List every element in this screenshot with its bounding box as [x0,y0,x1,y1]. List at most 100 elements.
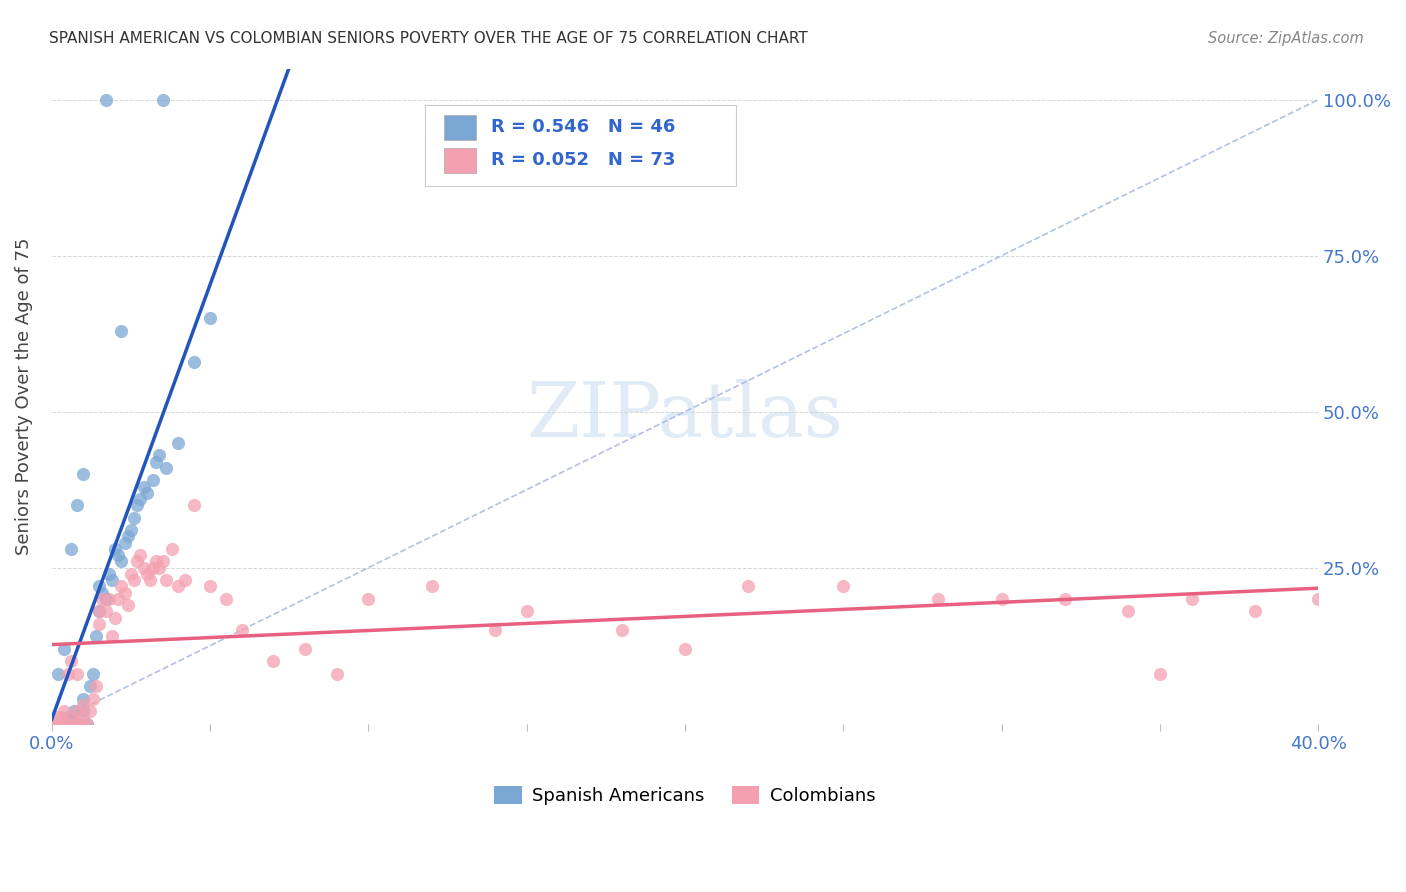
Point [46,716,69,731]
Point [89,616,111,631]
Point [1308,591,1330,606]
Legend: Spanish Americans, Colombians: Spanish Americans, Colombians [488,779,883,813]
Point [152,93,174,107]
Point [56,716,79,731]
Point [148,560,170,574]
Point [107,548,129,562]
Point [69,716,91,731]
Point [262,654,284,668]
Point [97,591,120,606]
Text: SPANISH AMERICAN VS COLOMBIAN SENIORS POVERTY OVER THE AGE OF 75 CORRELATION CHA: SPANISH AMERICAN VS COLOMBIAN SENIORS PO… [49,31,808,46]
Point [44,716,66,731]
Point [76,716,98,731]
Point [63,704,86,718]
Point [46,710,69,724]
Point [148,448,170,462]
Point [198,579,221,593]
Point [82,691,104,706]
Point [56,710,79,724]
Point [215,591,238,606]
Point [91,591,114,606]
Point [104,541,127,556]
Point [145,454,167,468]
Point [484,623,506,637]
Point [139,573,162,587]
Point [44,716,66,731]
Point [1149,666,1171,681]
Point [173,573,195,587]
Bar [444,115,477,140]
Point [84,679,107,693]
Point [72,691,94,706]
Point [53,704,76,718]
Point [135,485,157,500]
Point [72,698,94,712]
Point [127,554,149,568]
Point [737,579,759,593]
Point [114,535,136,549]
Point [79,679,101,693]
Point [89,604,111,618]
Point [51,710,73,724]
Point [610,623,633,637]
Point [1053,591,1076,606]
Text: ZIPatlas: ZIPatlas [526,379,844,453]
Point [927,591,949,606]
Point [63,716,86,731]
Point [94,591,117,606]
Point [101,629,124,643]
Point [160,541,183,556]
Point [132,479,155,493]
Bar [444,148,477,173]
Point [832,579,855,593]
Point [145,554,167,568]
Point [66,498,89,512]
Point [84,629,107,643]
Point [183,355,205,369]
Point [91,585,114,599]
Point [72,704,94,718]
Point [325,666,347,681]
Point [152,554,174,568]
Point [89,579,111,593]
Point [155,573,177,587]
Point [76,716,98,731]
Point [110,579,132,593]
Point [1243,604,1265,618]
Point [41,716,63,731]
Point [155,460,177,475]
Point [127,498,149,512]
Point [231,623,253,637]
Point [183,498,205,512]
Point [66,666,89,681]
Point [82,666,104,681]
Point [51,716,73,731]
Point [198,311,221,326]
Point [114,585,136,599]
Point [120,523,142,537]
Point [294,641,316,656]
Point [66,704,89,718]
Point [104,610,127,624]
Point [53,716,76,731]
Point [94,93,117,107]
Point [122,510,145,524]
Point [69,716,91,731]
Point [1371,591,1393,606]
Point [53,716,76,731]
Point [516,604,538,618]
Point [56,666,79,681]
Point [59,654,82,668]
Point [110,554,132,568]
Text: Source: ZipAtlas.com: Source: ZipAtlas.com [1208,31,1364,46]
Point [420,579,443,593]
Point [167,579,190,593]
Point [117,529,139,543]
Y-axis label: Seniors Poverty Over the Age of 75: Seniors Poverty Over the Age of 75 [15,237,32,555]
Point [110,324,132,338]
Point [46,716,69,731]
Point [46,666,69,681]
Point [59,541,82,556]
Point [120,566,142,581]
Point [53,641,76,656]
